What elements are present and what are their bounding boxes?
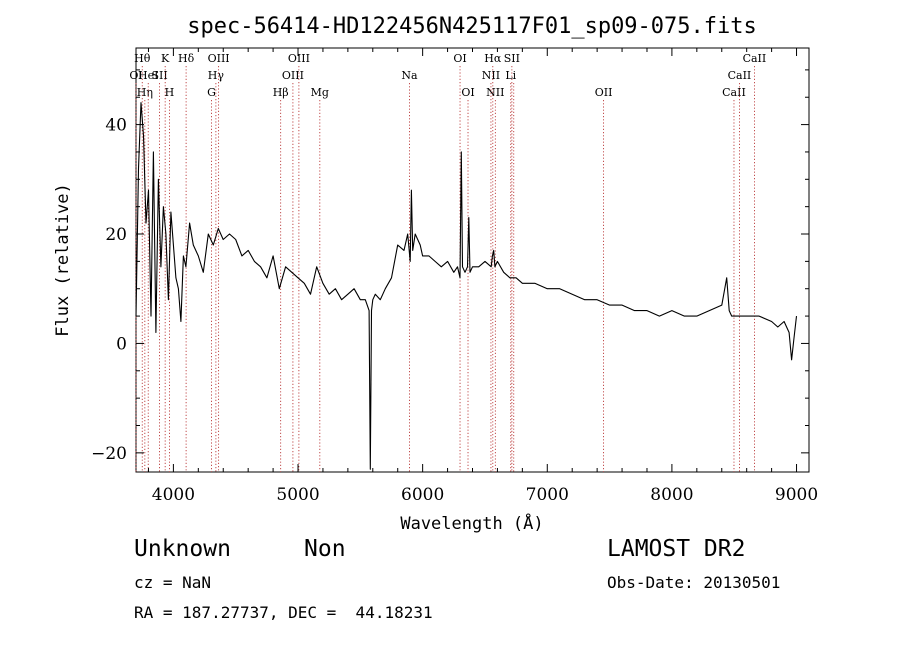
x-tick-label-8000: 8000 (650, 485, 693, 505)
x-tick-label-6000: 6000 (401, 485, 444, 505)
line-label-11: Hβ (273, 86, 289, 99)
series-layer (135, 102, 798, 470)
line-label-4: SII (151, 69, 167, 82)
x-tick-label-7000: 7000 (526, 485, 569, 505)
coordinates-ra-dec: RA = 187.27737, DEC = 44.18231 (134, 603, 433, 622)
line-label-27: CaII (743, 52, 767, 65)
x-tick-label-4000: 4000 (152, 485, 195, 505)
y-axis-label: Flux (relative) (53, 183, 73, 337)
line-label-1: Hθ (134, 52, 151, 65)
line-label-19: Hα (484, 52, 502, 65)
line-label-5: K (161, 52, 170, 65)
x-axis-label: Wavelength (Å) (400, 512, 543, 534)
line-label-25: CaII (722, 86, 746, 99)
object-subclass: Non (304, 536, 346, 562)
series-line-0 (135, 102, 798, 470)
observation-date: Obs-Date: 20130501 (607, 573, 781, 592)
x-axis: 4000 5000 6000 7000 8000 9000 (147, 48, 818, 505)
line-label-3: HeI (138, 69, 158, 82)
line-label-2: Hη (137, 86, 153, 99)
line-label-7: Hδ (178, 52, 195, 65)
line-label-8: G (207, 86, 216, 99)
data-release: LAMOST DR2 (607, 536, 746, 562)
line-label-20: NII (486, 86, 504, 99)
line-label-26: CaII (728, 69, 752, 82)
line-label-22: SII (504, 52, 520, 65)
y-tick-label--20: −20 (91, 444, 127, 464)
line-label-17: OI (461, 86, 474, 99)
chart-title: spec-56414-HD122456N425117F01_sp09-075.f… (187, 14, 757, 39)
redshift-cz: cz = NaN (134, 573, 212, 592)
line-label-15: Na (401, 69, 418, 82)
line-label-6: H (165, 86, 175, 99)
y-tick-label-40: 40 (105, 116, 127, 136)
y-tick-label-20: 20 (105, 225, 127, 245)
spectral-line-markers: OIHθHηHeISIIKHHδGHγOIIIHβOIIIOIIIMgNaOIO… (129, 52, 766, 472)
line-label-18: NII (482, 69, 500, 82)
line-label-9: Hγ (208, 69, 225, 82)
plot-frame (135, 47, 810, 473)
y-axis: −20 0 20 40 (91, 69, 809, 464)
line-label-13: OIII (288, 52, 310, 65)
x-tick-label-9000: 9000 (775, 485, 818, 505)
y-tick-label-0: 0 (116, 334, 127, 354)
line-label-12: OIII (282, 69, 304, 82)
line-label-24: OII (595, 86, 613, 99)
line-label-0: OI (129, 69, 142, 82)
object-class: Unknown (134, 536, 231, 562)
line-label-21: Li (505, 69, 516, 82)
line-label-16: OI (453, 52, 466, 65)
line-label-10: OIII (208, 52, 230, 65)
line-label-14: Mg (311, 86, 329, 99)
x-tick-label-5000: 5000 (276, 485, 319, 505)
